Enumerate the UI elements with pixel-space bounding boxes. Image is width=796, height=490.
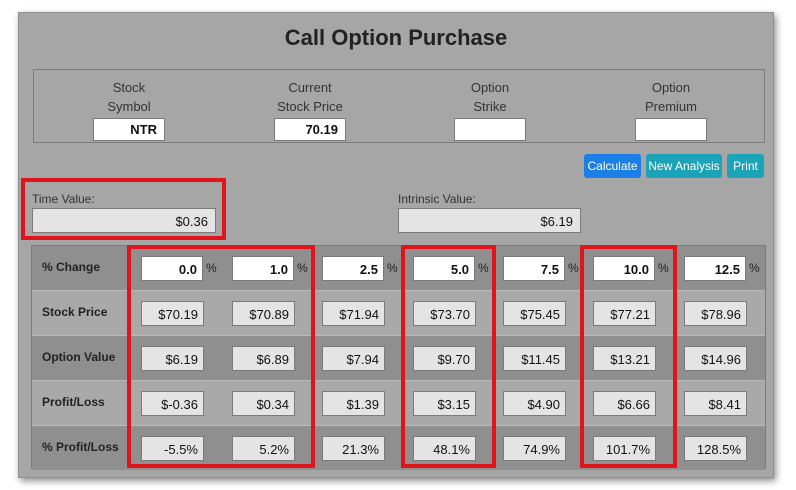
option-value-value: $9.70	[413, 346, 476, 371]
option-strike-group: Option Strike	[410, 78, 570, 141]
intrinsic-value-field: $6.19	[398, 208, 581, 233]
option-value-value: $11.45	[503, 346, 566, 371]
pct-profit-loss-label: % Profit/Loss	[42, 440, 119, 454]
current-stock-price-label-line1: Current	[288, 80, 332, 95]
calculator-panel: Call Option Purchase Stock Symbol NTR Cu…	[18, 12, 774, 478]
profit-loss-value: $8.41	[684, 391, 747, 416]
calculate-button[interactable]: Calculate	[584, 154, 641, 178]
stock-price-value: $77.21	[593, 301, 656, 326]
stock-symbol-label-line1: Stock	[112, 80, 146, 95]
percent-sign: %	[387, 261, 398, 275]
option-premium-group: Option Premium	[591, 78, 751, 141]
new-analysis-button[interactable]: New Analysis	[646, 154, 722, 178]
pct-profit-loss-value: 74.9%	[503, 436, 566, 461]
pct-profit-loss-value: 21.3%	[322, 436, 385, 461]
profit-loss-value: $3.15	[413, 391, 476, 416]
inputs-section: Stock Symbol NTR Current Stock Price 70.…	[33, 69, 765, 143]
pct-change-input[interactable]: 2.5	[322, 256, 384, 281]
pct-profit-loss-value: -5.5%	[141, 436, 204, 461]
pct-change-row: % Change 0.0% 1.0% 2.5% 5.0% 7.5% 10.0% 12.5%	[32, 246, 765, 291]
stock-symbol-label-line2: Symbol	[107, 99, 151, 114]
profit-loss-value: $6.66	[593, 391, 656, 416]
stock-price-value: $75.45	[503, 301, 566, 326]
percent-sign: %	[297, 261, 308, 275]
option-value-row: Option Value $6.19 $6.89 $7.94 $9.70 $11.45 $…	[32, 336, 765, 381]
pct-change-input[interactable]: 10.0	[593, 256, 655, 281]
option-premium-label-line2: Premium	[644, 99, 697, 114]
profit-loss-value: $0.34	[232, 391, 295, 416]
time-value-label: Time Value:	[32, 192, 95, 206]
option-strike-label-line1: Option	[470, 80, 510, 95]
current-stock-price-input[interactable]: 70.19	[274, 118, 346, 141]
pct-change-input[interactable]: 0.0	[141, 256, 203, 281]
stock-price-row: Stock Price $70.19 $70.89 $71.94 $73.70 $75.…	[32, 291, 765, 336]
option-value-value: $13.21	[593, 346, 656, 371]
profit-loss-row: Profit/Loss $-0.36 $0.34 $1.39 $3.15 $4.90 $6…	[32, 381, 765, 426]
pct-profit-loss-value: 101.7%	[593, 436, 656, 461]
pct-change-label: % Change	[42, 260, 101, 274]
option-value-value: $6.19	[141, 346, 204, 371]
option-value-value: $7.94	[322, 346, 385, 371]
pct-change-input[interactable]: 1.0	[232, 256, 294, 281]
current-stock-price-group: Current Stock Price 70.19	[230, 78, 390, 141]
stock-symbol-group: Stock Symbol NTR	[49, 78, 209, 141]
percent-sign: %	[749, 261, 760, 275]
percent-sign: %	[658, 261, 669, 275]
pct-change-input[interactable]: 5.0	[413, 256, 475, 281]
profit-loss-value: $4.90	[503, 391, 566, 416]
stock-price-value: $71.94	[322, 301, 385, 326]
pct-profit-loss-row: % Profit/Loss -5.5% 5.2% 21.3% 48.1% 74.9% 10…	[32, 426, 765, 470]
print-button[interactable]: Print	[727, 154, 764, 178]
option-value-value: $6.89	[232, 346, 295, 371]
scenario-table: % Change 0.0% 1.0% 2.5% 5.0% 7.5% 10.0% 12.5% …	[31, 245, 766, 470]
intrinsic-value-label: Intrinsic Value:	[398, 192, 476, 206]
pct-change-input[interactable]: 7.5	[503, 256, 565, 281]
stock-price-label: Stock Price	[42, 305, 108, 319]
option-value-value: $14.96	[684, 346, 747, 371]
option-strike-input[interactable]	[454, 118, 526, 141]
pct-change-input[interactable]: 12.5	[684, 256, 746, 281]
stock-price-value: $73.70	[413, 301, 476, 326]
stock-symbol-input[interactable]: NTR	[93, 118, 165, 141]
profit-loss-value: $-0.36	[141, 391, 204, 416]
stock-price-value: $70.19	[141, 301, 204, 326]
current-stock-price-label-line2: Stock Price	[277, 99, 343, 114]
percent-sign: %	[568, 261, 579, 275]
option-premium-input[interactable]	[635, 118, 707, 141]
page-title: Call Option Purchase	[284, 25, 508, 50]
stock-price-value: $70.89	[232, 301, 295, 326]
time-value-field: $0.36	[32, 208, 216, 233]
pct-profit-loss-value: 5.2%	[232, 436, 295, 461]
option-premium-label-line1: Option	[651, 80, 691, 95]
stock-price-value: $78.96	[684, 301, 747, 326]
percent-sign: %	[206, 261, 217, 275]
option-strike-label-line2: Strike	[473, 99, 507, 114]
percent-sign: %	[478, 261, 489, 275]
pct-profit-loss-value: 128.5%	[684, 436, 747, 461]
pct-profit-loss-value: 48.1%	[413, 436, 476, 461]
profit-loss-label: Profit/Loss	[42, 395, 105, 409]
option-value-label: Option Value	[42, 350, 116, 364]
profit-loss-value: $1.39	[322, 391, 385, 416]
